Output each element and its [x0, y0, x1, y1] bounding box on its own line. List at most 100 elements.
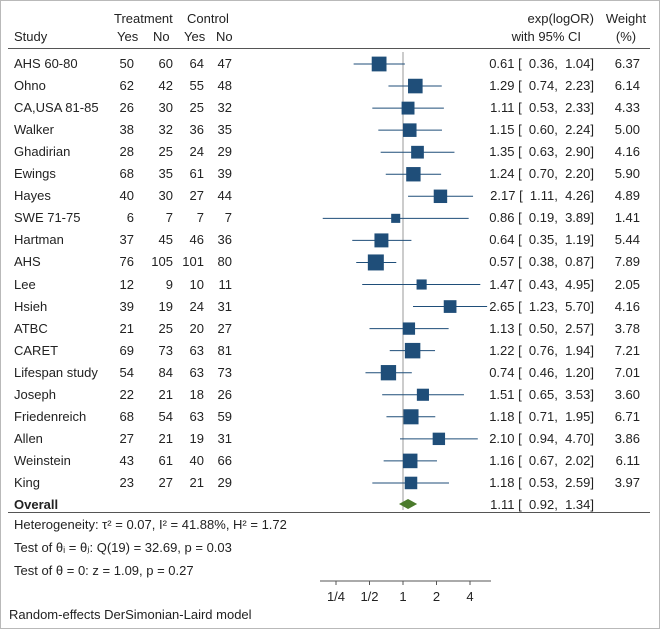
treatment-no: 25 [158, 320, 173, 336]
control-no: 59 [217, 408, 232, 424]
treatment-yes: 6 [126, 210, 134, 226]
study-marker [406, 167, 421, 182]
control-no: 44 [217, 188, 232, 204]
treatment-no: 25 [158, 144, 173, 160]
control-yes: 63 [189, 364, 204, 380]
effect-ci: 1.22 [ 0.76, 1.94] [489, 342, 594, 358]
weight: 5.00 [614, 122, 640, 138]
study-name: ATBC [14, 320, 48, 336]
control-yes: 64 [189, 56, 204, 71]
x-tick-label: 1/2 [360, 589, 378, 604]
control-no: 7 [224, 210, 232, 226]
control-no: 31 [217, 430, 232, 446]
control-no: 39 [217, 166, 232, 182]
control-no: 80 [217, 254, 232, 270]
study-name: Lee [14, 276, 36, 292]
effect-ci: 1.18 [ 0.71, 1.95] [489, 408, 594, 424]
treatment-no: 54 [158, 408, 173, 424]
effect-ci: 1.11 [ 0.53, 2.33] [490, 100, 594, 116]
study-name: Lifespan study [14, 364, 98, 380]
weight: 3.60 [614, 386, 640, 402]
header-treatment-no: No [153, 29, 170, 44]
effect-ci: 1.24 [ 0.70, 2.20] [489, 166, 594, 182]
control-no: 32 [217, 100, 232, 116]
x-tick-label: 4 [466, 589, 473, 604]
treatment-no: 45 [158, 232, 173, 248]
weight: 5.44 [614, 232, 640, 248]
control-no: 35 [217, 122, 232, 138]
control-yes: 10 [189, 276, 204, 292]
control-yes: 61 [189, 166, 204, 182]
study-marker [402, 123, 417, 137]
homogeneity-test: Test of θᵢ = θⱼ: Q(19) = 32.69, p = 0.03 [14, 540, 232, 555]
model-note: Random-effects DerSimonian-Laird model [9, 607, 252, 622]
effect-ci: 1.35 [ 0.63, 2.90] [489, 144, 594, 160]
control-yes: 55 [189, 78, 204, 94]
control-yes: 40 [189, 452, 204, 468]
effect-ci: 0.64 [ 0.35, 1.19] [489, 232, 594, 248]
study-marker [411, 145, 424, 159]
control-yes: 7 [196, 210, 204, 226]
effect-ci: 1.47 [ 0.43, 4.95] [489, 276, 594, 292]
study-name: Joseph [14, 386, 56, 402]
study-name: SWE 71-75 [14, 210, 81, 226]
treatment-yes: 39 [119, 298, 134, 314]
control-no: 36 [217, 232, 232, 248]
control-no: 11 [218, 276, 233, 292]
effect-ci: 1.18 [ 0.53, 2.59] [489, 474, 594, 490]
overall-effect-test: Test of θ = 0: z = 1.09, p = 0.27 [14, 563, 194, 578]
treatment-yes: 68 [119, 408, 134, 424]
control-no: 31 [217, 298, 232, 314]
treatment-no: 30 [158, 100, 173, 116]
treatment-no: 19 [158, 298, 173, 314]
treatment-no: 61 [158, 452, 173, 468]
treatment-yes: 21 [119, 320, 134, 336]
effect-ci: 2.10 [ 0.94, 4.70] [489, 430, 594, 446]
effect-ci: 0.86 [ 0.19, 3.89] [489, 210, 594, 226]
weight: 3.78 [614, 320, 640, 336]
control-no: 66 [217, 452, 232, 468]
treatment-yes: 38 [119, 122, 134, 138]
control-yes: 63 [189, 408, 204, 424]
header-treatment-yes: Yes [117, 29, 139, 44]
study-name: Ghadirian [14, 144, 71, 160]
study-marker [367, 254, 384, 271]
effect-ci: 0.61 [ 0.36, 1.04] [489, 56, 594, 71]
study-name: Weinstein [14, 452, 71, 468]
weight: 3.97 [614, 474, 640, 490]
weight: 6.37 [614, 56, 640, 71]
header-weight-unit: (%) [615, 29, 637, 44]
weight: 2.05 [614, 276, 640, 292]
treatment-yes: 26 [119, 100, 134, 116]
header-rule [8, 48, 650, 49]
study-name: King [14, 474, 41, 490]
treatment-no: 27 [158, 474, 173, 490]
treatment-no: 35 [158, 166, 173, 182]
weight: 4.89 [614, 188, 640, 204]
weight: 7.89 [614, 254, 640, 270]
study-name: CA,USA 81-85 [14, 100, 99, 116]
treatment-yes: 62 [119, 78, 134, 94]
x-tick-label: 2 [433, 589, 440, 604]
weight: 7.01 [614, 364, 640, 380]
treatment-yes: 23 [119, 474, 134, 490]
study-marker [391, 213, 401, 223]
control-no: 81 [217, 342, 232, 358]
control-yes: 101 [182, 254, 204, 270]
study-marker [416, 388, 429, 401]
treatment-no: 21 [158, 386, 173, 402]
weight: 7.21 [614, 342, 640, 358]
study-marker [402, 453, 418, 469]
effect-ci: 0.57 [ 0.38, 0.87] [489, 254, 594, 270]
treatment-yes: 68 [119, 166, 134, 182]
study-name: AHS [14, 254, 41, 270]
effect-ci: 1.51 [ 0.65, 3.53] [489, 386, 594, 402]
treatment-no: 32 [158, 122, 173, 138]
overall-rule [8, 512, 650, 513]
study-marker [402, 322, 416, 335]
control-yes: 18 [189, 386, 204, 402]
treatment-yes: 12 [119, 276, 134, 292]
treatment-yes: 40 [119, 188, 134, 204]
treatment-yes: 22 [119, 386, 134, 402]
